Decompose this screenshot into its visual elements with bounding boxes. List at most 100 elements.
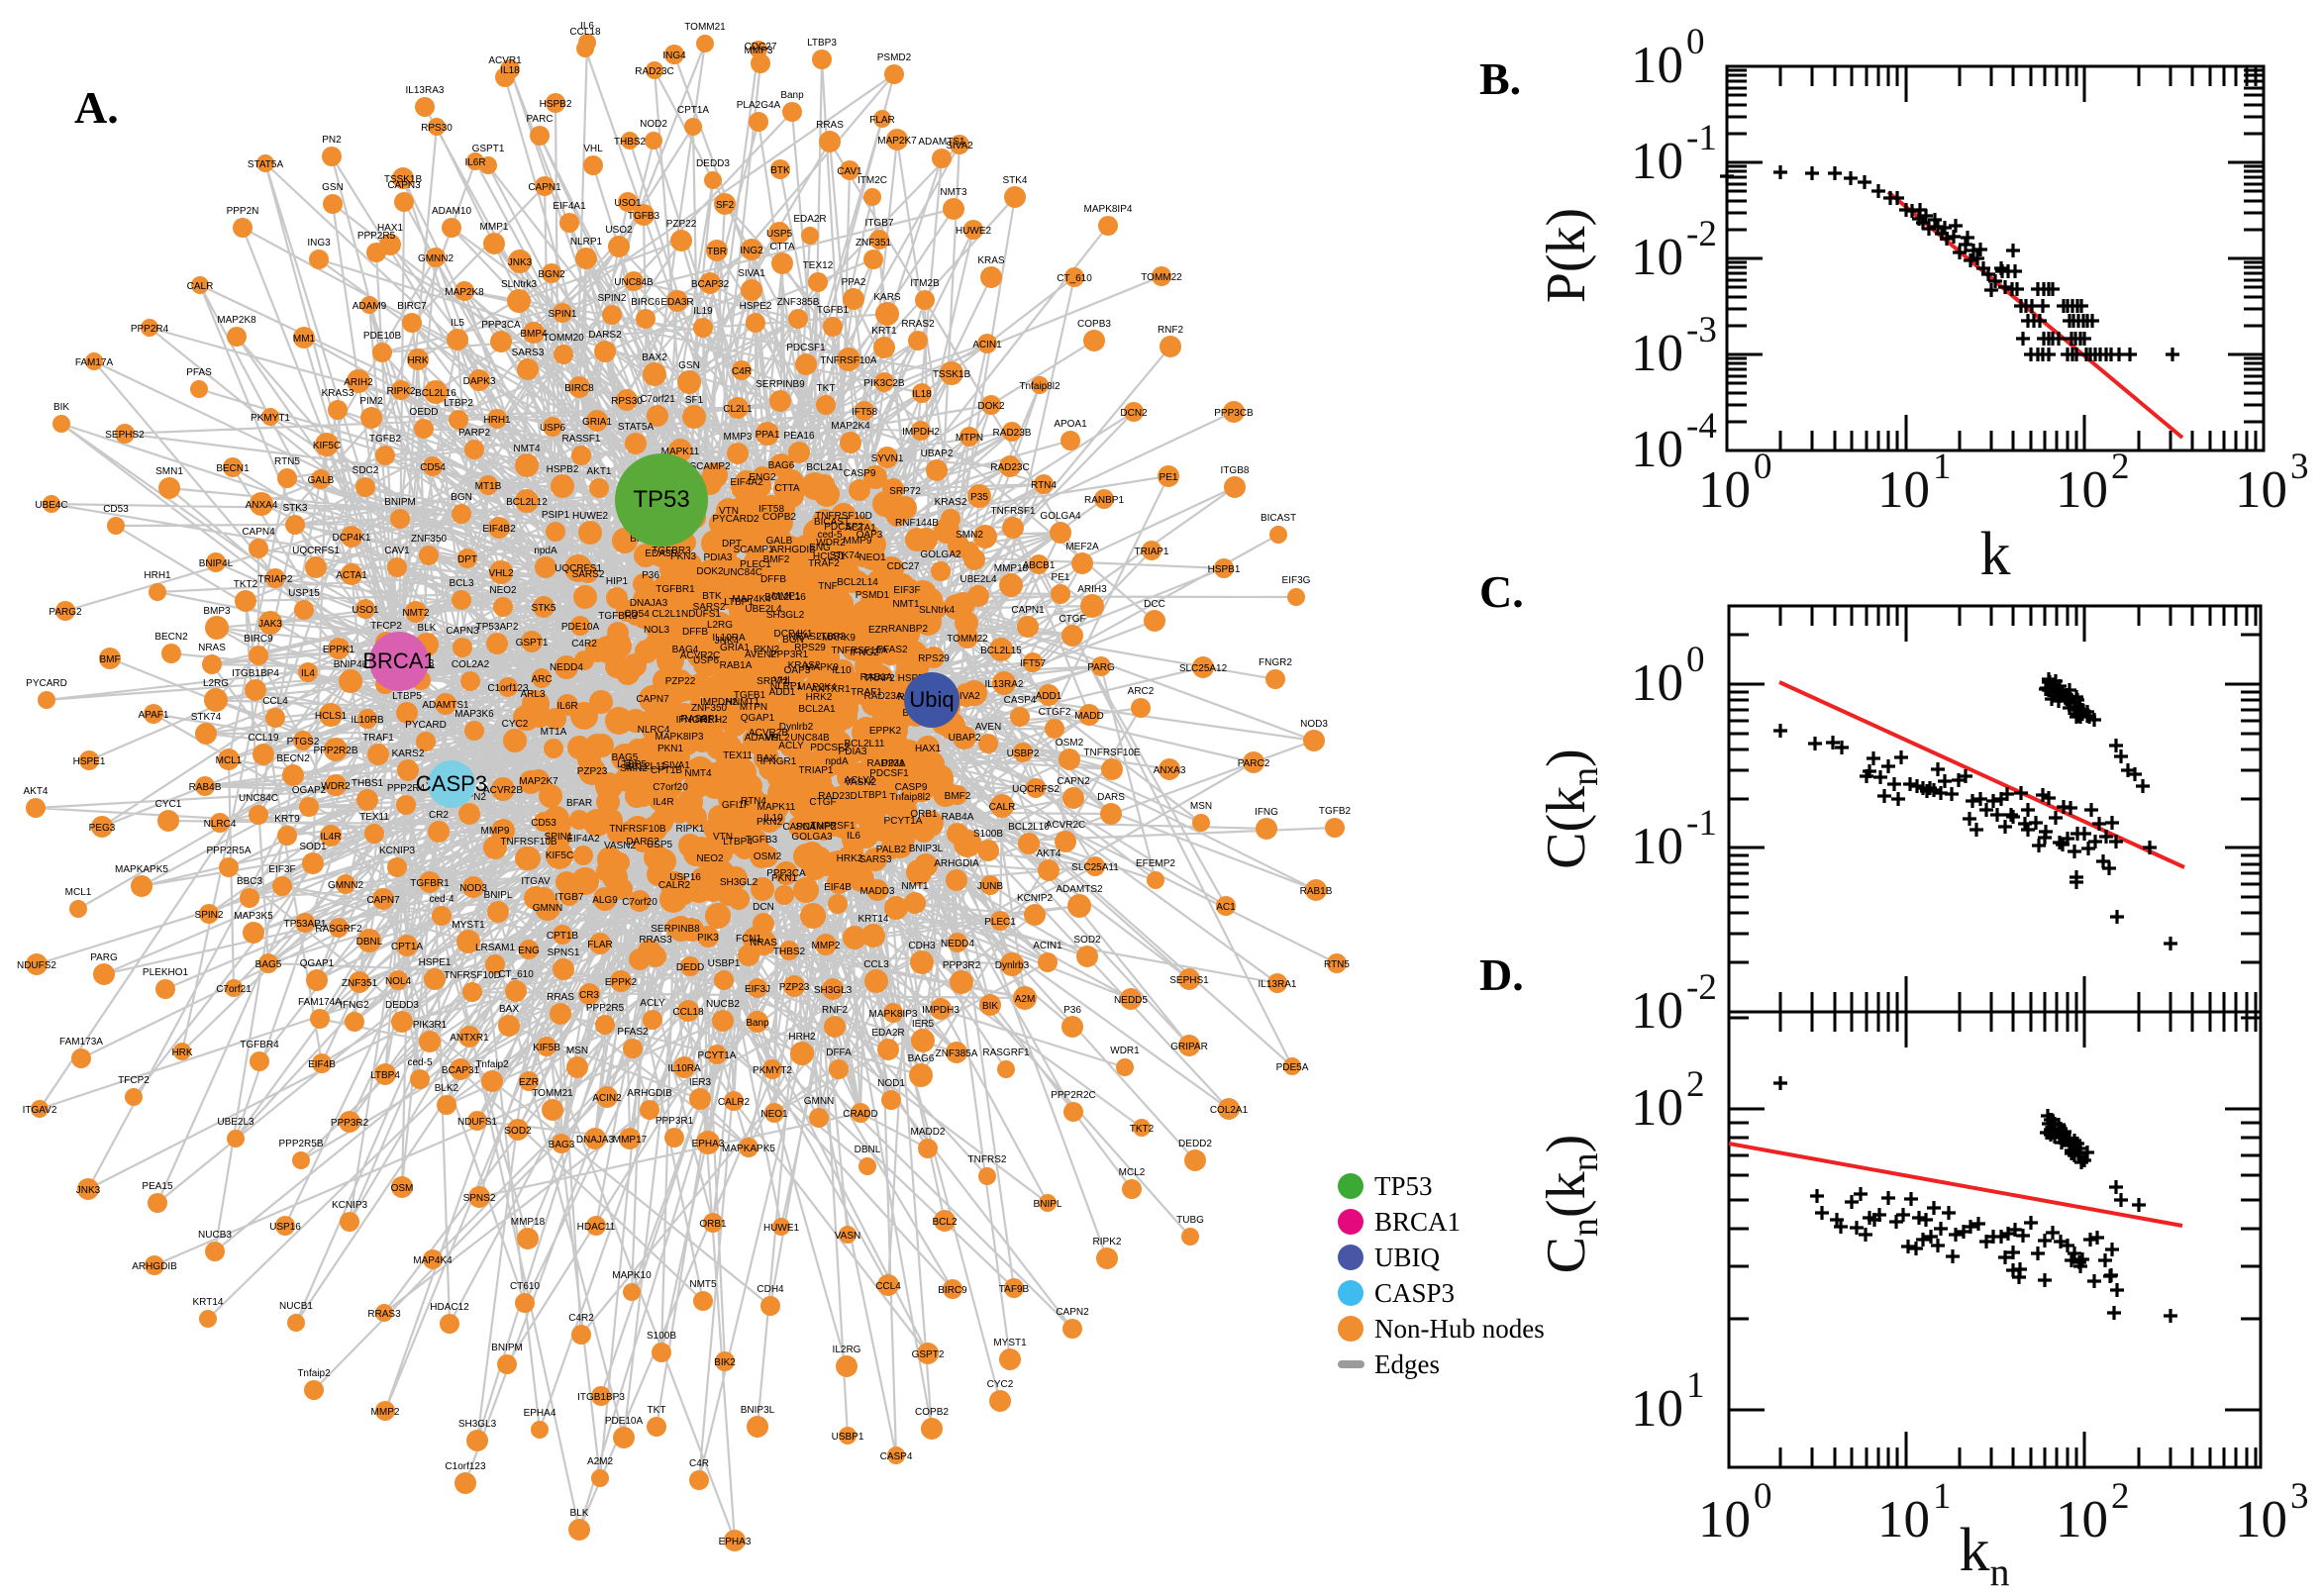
- svg-text:CASP4: CASP4: [1004, 695, 1037, 706]
- svg-text:ITM2B: ITM2B: [910, 278, 940, 289]
- svg-text:GRIA1: GRIA1: [720, 643, 750, 653]
- svg-text:PYCARD: PYCARD: [26, 678, 67, 689]
- svg-text:IFT58: IFT58: [852, 407, 878, 418]
- svg-text:UNC84B: UNC84B: [614, 277, 654, 288]
- svg-text:EDA3R: EDA3R: [660, 297, 693, 308]
- svg-text:USBP1: USBP1: [708, 958, 741, 969]
- svg-text:C7orf21: C7orf21: [216, 984, 252, 995]
- svg-text:BIK: BIK: [982, 1001, 998, 1012]
- svg-text:HUWE1: HUWE1: [763, 1223, 800, 1234]
- svg-text:PPP2R2C: PPP2R2C: [1051, 1090, 1096, 1101]
- svg-text:MMP2: MMP2: [812, 941, 841, 951]
- svg-text:GMNN2: GMNN2: [328, 880, 364, 891]
- svg-text:EPHA4: EPHA4: [524, 1408, 556, 1419]
- svg-text:DOK2: DOK2: [977, 401, 1005, 412]
- svg-text:SIVA2: SIVA2: [946, 141, 973, 151]
- svg-text:RASGRF1: RASGRF1: [982, 1047, 1030, 1058]
- svg-text:DNAJA3: DNAJA3: [576, 1135, 615, 1146]
- svg-text:BICAST: BICAST: [814, 517, 850, 528]
- svg-text:SOD1: SOD1: [299, 842, 327, 852]
- svg-text:HSPB2: HSPB2: [540, 99, 572, 110]
- svg-text:BNIP4L: BNIP4L: [334, 659, 368, 670]
- svg-text:SCAMP2: SCAMP2: [795, 822, 837, 833]
- svg-text:AKT4: AKT4: [23, 786, 48, 797]
- svg-text:UQCRFS1: UQCRFS1: [292, 546, 340, 556]
- svg-text:10: 10: [2235, 461, 2287, 519]
- svg-text:QGAP1: QGAP1: [741, 713, 775, 724]
- svg-text:KRT14: KRT14: [193, 1297, 224, 1308]
- svg-text:HRK2: HRK2: [806, 692, 833, 703]
- svg-text:LTBP1: LTBP1: [858, 790, 887, 801]
- svg-text:KARS2: KARS2: [392, 748, 425, 759]
- svg-text:THBS2: THBS2: [773, 947, 806, 957]
- svg-text:BAG3: BAG3: [549, 1140, 575, 1150]
- svg-text:PYCARD2: PYCARD2: [712, 514, 759, 525]
- svg-text:RAB4B: RAB4B: [189, 782, 222, 793]
- svg-text:BECN2: BECN2: [276, 753, 310, 764]
- svg-text:IL10: IL10: [763, 813, 783, 824]
- svg-text:NNMT1: NNMT1: [726, 697, 760, 708]
- svg-text:NEDD4: NEDD4: [550, 662, 583, 673]
- svg-text:MADD3: MADD3: [859, 886, 894, 897]
- svg-text:IFNG2: IFNG2: [850, 648, 879, 658]
- svg-text:HUWE2: HUWE2: [956, 226, 992, 237]
- svg-text:TNF: TNF: [818, 581, 837, 592]
- svg-text:PN2: PN2: [322, 135, 342, 146]
- svg-text:GOLGA4: GOLGA4: [1040, 511, 1081, 522]
- svg-text:S100B: S100B: [973, 829, 1003, 840]
- svg-text:10: 10: [1631, 1079, 1683, 1137]
- svg-text:JAK3: JAK3: [258, 619, 282, 630]
- svg-text:RASGRF2: RASGRF2: [315, 924, 362, 935]
- svg-text:BNIPL: BNIPL: [1034, 1199, 1062, 1210]
- svg-text:PKMYT2: PKMYT2: [753, 1065, 792, 1076]
- svg-text:CDH3: CDH3: [908, 941, 936, 951]
- svg-text:TP53AP1: TP53AP1: [284, 919, 327, 930]
- svg-text:HSPB2: HSPB2: [547, 464, 579, 475]
- svg-text:MAP2K4: MAP2K4: [797, 682, 837, 693]
- svg-text:MTPN: MTPN: [956, 433, 983, 444]
- svg-text:ced-5: ced-5: [817, 530, 842, 541]
- svg-text:GSN: GSN: [678, 360, 700, 371]
- svg-text:MAPKAPK5: MAPKAPK5: [115, 864, 168, 875]
- svg-text:CALR2: CALR2: [718, 1097, 751, 1108]
- svg-text:PPP3R1: PPP3R1: [656, 1116, 694, 1127]
- svg-text:TGFBR4: TGFBR4: [240, 1040, 279, 1050]
- svg-text:TOMM20: TOMM20: [543, 333, 584, 344]
- svg-text:OGAP2: OGAP2: [292, 785, 327, 796]
- svg-text:MMP3: MMP3: [745, 46, 773, 56]
- svg-text:KRAS2: KRAS2: [788, 660, 821, 671]
- svg-text:TNFRSF10A: TNFRSF10A: [831, 646, 888, 656]
- svg-text:APAF1: APAF1: [139, 710, 169, 721]
- svg-text:CTTA: CTTA: [774, 483, 800, 494]
- svg-text:RNF2: RNF2: [1158, 325, 1184, 336]
- svg-text:AKT1: AKT1: [586, 466, 611, 477]
- svg-text:CALR2: CALR2: [658, 880, 691, 891]
- svg-text:TNFRSF1: TNFRSF1: [991, 506, 1036, 517]
- svg-text:LTBP5: LTBP5: [392, 691, 422, 702]
- svg-text:HDAC12: HDAC12: [430, 1302, 469, 1313]
- svg-text:CYC1: CYC1: [155, 799, 182, 810]
- svg-text:MM1: MM1: [293, 334, 316, 345]
- svg-text:PEA16: PEA16: [783, 431, 815, 442]
- svg-text:MAP2K7: MAP2K7: [519, 776, 558, 787]
- svg-text:SIVA1: SIVA1: [738, 268, 765, 279]
- svg-text:PPP2R5: PPP2R5: [357, 231, 396, 242]
- svg-text:NMT5: NMT5: [689, 1279, 717, 1290]
- svg-text:NDUFS1: NDUFS1: [681, 609, 721, 620]
- svg-text:PDE10A: PDE10A: [561, 622, 600, 633]
- svg-text:CL2L1: CL2L1: [723, 404, 753, 415]
- svg-text:C(kn): C(kn): [1536, 748, 1606, 869]
- svg-text:OSM2: OSM2: [754, 851, 782, 862]
- svg-text:EFEMP2: EFEMP2: [1136, 858, 1175, 869]
- svg-text:SMN1: SMN1: [155, 466, 183, 477]
- svg-text:PPA1: PPA1: [756, 430, 780, 441]
- svg-text:USP5: USP5: [647, 840, 673, 850]
- svg-text:TP53: TP53: [633, 486, 689, 513]
- svg-text:TP53: TP53: [1374, 1171, 1433, 1201]
- svg-text:TNFRS2: TNFRS2: [968, 1154, 1007, 1165]
- svg-text:LTBP2: LTBP2: [444, 398, 473, 409]
- svg-text:EIF4B: EIF4B: [308, 1059, 336, 1070]
- svg-text:KARS: KARS: [873, 292, 901, 303]
- svg-text:PSMD2: PSMD2: [877, 52, 912, 63]
- svg-text:TNFRSF10B: TNFRSF10B: [500, 837, 557, 848]
